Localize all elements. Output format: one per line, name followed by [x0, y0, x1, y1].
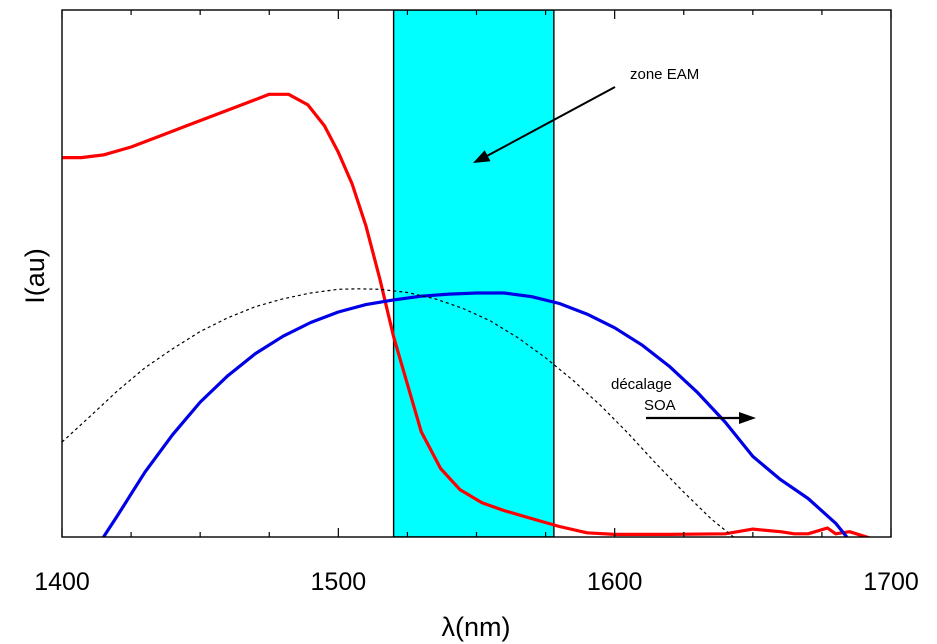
annotation-zone-eam-label: zone EAM: [630, 66, 699, 83]
x-axis-title: λ(nm): [442, 612, 511, 642]
x-tick-label: 1700: [863, 568, 919, 596]
series-line-dashed-curve: [62, 288, 734, 537]
x-tick-label: 1400: [34, 568, 90, 596]
annotation-zone-eam: zone EAM: [473, 66, 699, 163]
series-line-red-curve: [62, 92, 872, 537]
annotation-soa-label: SOA: [644, 397, 676, 414]
annotation-soa-shift: décalage SOA: [611, 376, 756, 424]
series-line-blue-curve: [102, 291, 849, 537]
annotation-zone-eam-arrow: [484, 86, 616, 158]
x-tick-label: 1600: [587, 568, 643, 596]
y-axis-title: I(au): [20, 248, 50, 304]
annotation-zone-eam-arrowhead: [473, 150, 491, 163]
annotation-shift-label: décalage: [611, 376, 672, 393]
x-tick-label: 1500: [311, 568, 367, 596]
eam-zone-band: [392, 10, 555, 537]
annotation-shift-arrowhead: [739, 412, 756, 424]
